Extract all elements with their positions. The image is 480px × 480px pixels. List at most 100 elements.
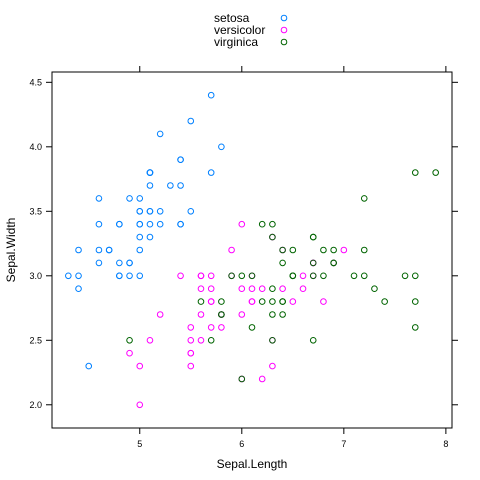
data-point-setosa xyxy=(187,117,195,125)
data-point-setosa xyxy=(177,220,184,228)
data-point-setosa xyxy=(95,220,103,228)
data-point-versicolor xyxy=(258,285,266,292)
data-point-versicolor xyxy=(279,285,286,292)
data-point-versicolor xyxy=(258,375,266,383)
data-point-versicolor xyxy=(136,362,144,370)
axis-ticks: 5 6 7 8 2.0 2.5 3.0 3.5 4.0 4.5 xyxy=(29,66,458,449)
legend-label-virginica: virginica xyxy=(214,35,258,49)
data-point-virginica xyxy=(279,311,286,318)
data-point-setosa xyxy=(136,195,144,202)
data-point-versicolor xyxy=(126,349,133,357)
data-point-setosa xyxy=(218,143,225,151)
data-point-setosa xyxy=(146,169,154,176)
data-point-versicolor xyxy=(207,272,215,280)
data-point-versicolor xyxy=(177,272,184,280)
data-point-virginica xyxy=(218,311,225,318)
data-point-versicolor xyxy=(320,298,327,305)
data-point-setosa xyxy=(136,208,144,215)
data-point-versicolor xyxy=(248,298,256,305)
data-point-virginica xyxy=(330,259,337,267)
data-point-virginica xyxy=(258,298,266,305)
data-point-virginica xyxy=(309,272,317,280)
data-point-virginica xyxy=(381,298,388,305)
data-point-versicolor xyxy=(146,336,154,344)
data-point-virginica xyxy=(360,246,368,254)
data-point-versicolor xyxy=(207,324,215,331)
data-point-versicolor xyxy=(197,272,205,280)
data-point-setosa xyxy=(75,272,82,280)
data-point-virginica xyxy=(258,220,266,228)
data-point-setosa xyxy=(136,233,144,241)
data-point-setosa xyxy=(126,272,133,280)
legend-label-setosa: setosa xyxy=(214,11,250,25)
data-point-virginica xyxy=(320,246,327,254)
data-point-virginica xyxy=(309,336,317,344)
data-point-versicolor xyxy=(187,362,195,370)
data-point-versicolor xyxy=(238,285,246,292)
x-tick-label: 7 xyxy=(341,439,346,449)
legend-marker-virginica xyxy=(280,38,288,46)
data-point-virginica xyxy=(320,272,327,280)
data-point-setosa xyxy=(116,220,123,228)
x-tick-label: 5 xyxy=(137,439,142,449)
data-point-virginica xyxy=(309,259,317,267)
legend-marker-setosa xyxy=(280,14,288,22)
data-point-setosa xyxy=(116,272,123,280)
data-point-virginica xyxy=(411,298,419,305)
data-point-virginica xyxy=(432,169,439,176)
plot-frame xyxy=(51,71,453,429)
legend-marker-versicolor xyxy=(280,26,288,34)
data-point-versicolor xyxy=(299,285,307,292)
data-point-setosa xyxy=(116,259,123,267)
data-point-versicolor xyxy=(136,401,144,409)
data-point-setosa xyxy=(207,169,215,176)
data-point-setosa xyxy=(207,91,215,99)
data-point-virginica xyxy=(269,311,276,318)
data-point-setosa xyxy=(65,272,72,280)
data-point-setosa xyxy=(95,195,103,202)
data-point-versicolor xyxy=(218,324,225,331)
data-point-versicolor xyxy=(238,220,246,228)
data-point-virginica xyxy=(248,272,256,280)
data-point-versicolor xyxy=(207,285,215,292)
data-point-setosa xyxy=(95,259,103,267)
y-tick-label: 4.5 xyxy=(29,77,42,87)
y-tick-label: 2.5 xyxy=(29,335,42,345)
data-point-setosa xyxy=(75,285,82,292)
x-tick-label: 6 xyxy=(239,439,244,449)
plot-points xyxy=(65,91,439,409)
y-tick-label: 4.0 xyxy=(29,142,42,152)
data-point-setosa xyxy=(177,182,184,189)
data-point-virginica xyxy=(401,272,409,280)
data-point-setosa xyxy=(146,233,154,241)
data-point-setosa xyxy=(105,246,113,254)
data-point-virginica xyxy=(279,259,286,267)
data-point-versicolor xyxy=(269,362,276,370)
data-point-virginica xyxy=(238,375,246,383)
data-point-versicolor xyxy=(197,285,205,292)
data-point-setosa xyxy=(75,246,82,254)
data-point-virginica xyxy=(350,272,358,280)
data-point-setosa xyxy=(156,220,164,228)
data-point-virginica xyxy=(360,272,368,280)
data-point-setosa xyxy=(146,182,154,189)
data-point-virginica xyxy=(360,195,368,202)
x-axis-title: Sepal.Length xyxy=(217,457,288,471)
data-point-setosa xyxy=(136,246,144,254)
data-point-versicolor xyxy=(289,298,297,305)
data-point-setosa xyxy=(136,272,144,280)
data-point-virginica xyxy=(289,246,297,254)
data-point-versicolor xyxy=(238,311,246,318)
data-point-setosa xyxy=(85,362,93,370)
data-point-setosa xyxy=(167,182,174,189)
y-axis-title: Sepal.Width xyxy=(4,218,18,283)
data-point-versicolor xyxy=(197,311,205,318)
data-point-setosa xyxy=(95,246,103,254)
data-point-versicolor xyxy=(228,246,235,254)
y-tick-label: 3.0 xyxy=(29,271,42,281)
data-point-virginica xyxy=(228,272,235,280)
data-point-virginica xyxy=(126,336,133,344)
data-point-versicolor xyxy=(248,285,256,292)
